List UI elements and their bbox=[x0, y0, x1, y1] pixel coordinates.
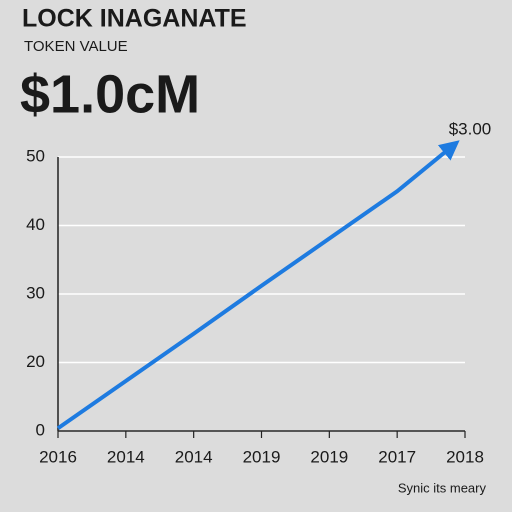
line bbox=[56, 140, 460, 430]
y-tick-label: 40 bbox=[26, 215, 45, 234]
y-tick-label: 50 bbox=[26, 146, 45, 165]
y-tick-label: 30 bbox=[26, 283, 45, 302]
y-tick-label: 20 bbox=[26, 352, 45, 371]
y-tick-label: 0 bbox=[36, 420, 45, 439]
x-tick-label: 2017 bbox=[378, 447, 416, 466]
chart-title: LOCK INAGANATE bbox=[22, 5, 247, 33]
annotation: $3.00 bbox=[449, 119, 492, 138]
chart-subtitle: TOKEN VALUE bbox=[24, 38, 128, 55]
x-tick-label: 2018 bbox=[446, 447, 484, 466]
x-tick-label: 2019 bbox=[310, 447, 348, 466]
x-tick-label: 2019 bbox=[243, 447, 281, 466]
footnote: Synic its meary bbox=[398, 480, 487, 495]
x-tick-label: 2016 bbox=[39, 447, 77, 466]
x-tick-label: 2014 bbox=[107, 447, 145, 466]
headline-value: $1.0cM bbox=[20, 64, 200, 124]
x-tick-label: 2014 bbox=[175, 447, 213, 466]
